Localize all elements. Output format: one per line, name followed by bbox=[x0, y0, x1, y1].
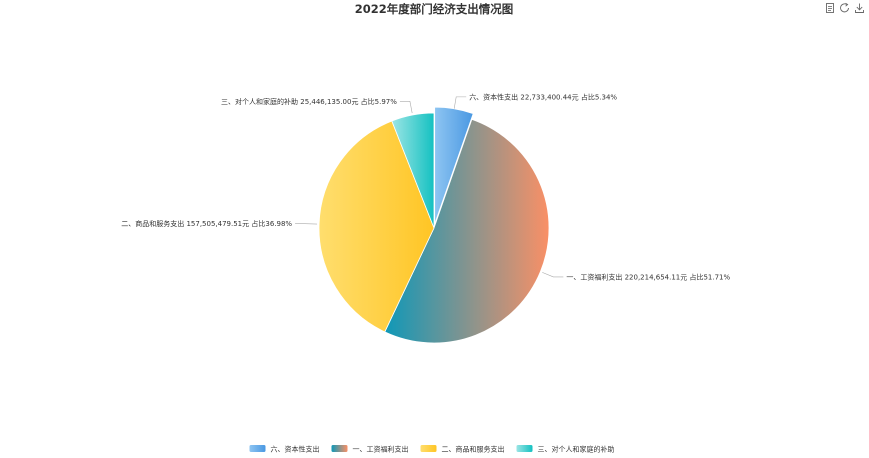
legend-label: 一、工资福利支出 bbox=[353, 445, 409, 454]
slice-label: 六、资本性支出 22,733,400.44元 占比5.34% bbox=[469, 92, 617, 101]
pie-slice[interactable] bbox=[391, 112, 435, 229]
pie-slice[interactable] bbox=[434, 106, 474, 225]
label-leader-line bbox=[399, 100, 413, 114]
legend: 六、资本性支出 一、工资福利支出 二、商品和服务支出 三、对个人和家庭的补助 bbox=[249, 445, 615, 454]
legend-swatch bbox=[420, 445, 437, 452]
pie-slice[interactable] bbox=[384, 118, 550, 344]
pie-slices bbox=[318, 106, 550, 344]
legend-item[interactable]: 三、对个人和家庭的补助 bbox=[516, 445, 615, 454]
slice-label: 三、对个人和家庭的补助 25,446,135.00元 占比5.97% bbox=[221, 97, 397, 106]
save-as-image-icon[interactable] bbox=[855, 3, 864, 13]
label-leader-line bbox=[453, 96, 467, 109]
legend-swatch bbox=[516, 445, 533, 452]
legend-label: 六、资本性支出 bbox=[271, 445, 320, 454]
slice-labels: 六、资本性支出 22,733,400.44元 占比5.34% 一、工资福利支出 2… bbox=[121, 92, 730, 281]
slice-label: 二、商品和服务支出 157,505,479.51元 占比36.98% bbox=[121, 219, 292, 228]
legend-swatch bbox=[331, 445, 348, 452]
legend-item[interactable]: 一、工资福利支出 bbox=[331, 445, 409, 454]
legend-label: 三、对个人和家庭的补助 bbox=[538, 445, 615, 454]
legend-item[interactable]: 二、商品和服务支出 bbox=[420, 445, 505, 454]
chart-title: 2022年度部门经济支出情况图 bbox=[355, 2, 514, 16]
legend-label: 二、商品和服务支出 bbox=[442, 445, 505, 454]
pie-slice[interactable] bbox=[318, 120, 435, 333]
legend-item[interactable]: 六、资本性支出 bbox=[249, 445, 320, 454]
legend-swatch bbox=[249, 445, 266, 452]
slice-label: 一、工资福利支出 220,214,654.11元 占比51.71% bbox=[566, 272, 730, 281]
restore-icon[interactable] bbox=[840, 2, 849, 13]
label-leader-line bbox=[542, 272, 564, 278]
data-view-icon[interactable] bbox=[826, 3, 834, 13]
